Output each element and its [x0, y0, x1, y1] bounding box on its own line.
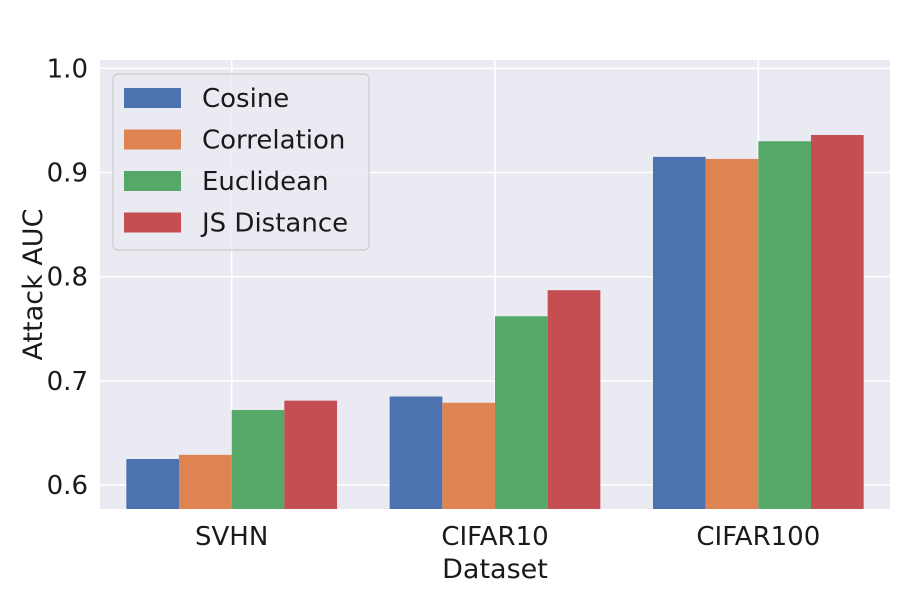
- y-tick-label: 0.9: [47, 159, 88, 189]
- y-tick-label: 0.6: [47, 471, 88, 501]
- x-tick-label: SVHN: [195, 522, 268, 552]
- legend-box: [112, 73, 370, 251]
- legend-label: JS Distance: [200, 209, 348, 239]
- bar-correlation-cifar100: [705, 158, 759, 509]
- y-tick-labels: 0.6 0.7 0.8 0.9 1.0: [47, 54, 88, 501]
- y-tick-label: 0.7: [47, 367, 88, 397]
- bar-cosine-svhn: [126, 458, 179, 509]
- bars: [126, 135, 864, 510]
- x-tick-label: CIFAR10: [441, 522, 548, 552]
- legend: Cosine Correlation Euclidean JS Distance: [112, 73, 370, 251]
- bar-euclidean-cifar10: [495, 316, 548, 509]
- legend-swatch: [124, 129, 181, 150]
- bar-js-distance-cifar10: [547, 290, 601, 509]
- y-tick-label: 0.8: [47, 263, 88, 293]
- legend-label: Cosine: [202, 84, 289, 114]
- legend-swatch: [124, 88, 181, 108]
- bar-cosine-cifar10: [389, 396, 443, 509]
- bar-correlation-cifar10: [442, 402, 495, 509]
- bar-euclidean-cifar100: [758, 141, 811, 509]
- y-axis-title: Attack AUC: [18, 209, 49, 361]
- bar-js-distance-svhn: [284, 400, 337, 509]
- bar-euclidean-svhn: [231, 410, 285, 509]
- legend-label: Euclidean: [202, 167, 329, 197]
- legend-swatch: [124, 171, 181, 191]
- bar-js-distance-cifar100: [811, 135, 864, 509]
- x-tick-label: CIFAR100: [696, 522, 820, 552]
- bar-correlation-svhn: [179, 454, 232, 509]
- y-tick-label: 1.0: [47, 54, 88, 84]
- x-tick-labels: SVHN CIFAR10 CIFAR100: [195, 522, 820, 552]
- legend-swatch: [124, 212, 181, 233]
- x-axis-title: Dataset: [442, 554, 548, 585]
- bar-cosine-cifar100: [653, 156, 706, 510]
- legend-label: Correlation: [202, 126, 345, 156]
